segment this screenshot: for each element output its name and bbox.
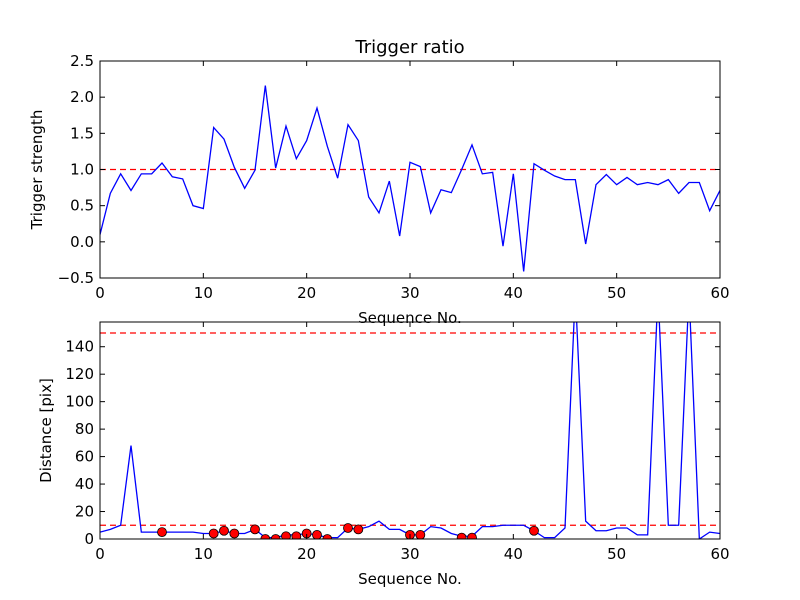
x-tick-label: 50	[607, 284, 626, 302]
y-tick-label: 2.0	[70, 88, 94, 106]
y-axis-label: Trigger strength	[28, 110, 46, 231]
axis-ticks: 0 10 20 30 40 50 60 0 20 40 60 80 100 120 140	[65, 322, 730, 563]
x-tick-label: 10	[194, 545, 213, 563]
data-point	[529, 525, 539, 536]
data-point	[270, 534, 281, 539]
data-point	[229, 528, 240, 539]
x-tick-label: 20	[297, 545, 316, 563]
data-point	[250, 524, 260, 535]
data-point	[219, 525, 229, 536]
y-tick-label: 1.5	[70, 124, 94, 142]
y-tick-label: 100	[65, 393, 94, 411]
x-axis-label: Sequence No.	[358, 570, 462, 588]
data-point	[291, 531, 302, 539]
y-tick-label: 140	[65, 338, 94, 356]
x-tick-label: 60	[710, 545, 729, 563]
x-tick-label: 30	[400, 545, 419, 563]
series-line	[100, 85, 720, 272]
x-tick-label: 10	[194, 284, 213, 302]
data-point	[281, 531, 291, 539]
data-point	[467, 532, 477, 539]
y-tick-label: 0.0	[70, 233, 94, 251]
x-tick-label: 50	[607, 545, 626, 563]
data-point	[353, 524, 364, 535]
data-point	[343, 523, 353, 533]
reference-lines	[100, 332, 720, 526]
chart-trigger-ratio: Trigger ratio 0 10 20 30 40 50 60 −0.5 0.0 0.5 1.0…	[28, 37, 730, 327]
x-tick-label: 40	[504, 284, 523, 302]
data-point	[157, 527, 167, 538]
y-tick-label: 20	[75, 503, 94, 521]
x-tick-label: 0	[95, 284, 105, 302]
data-point	[260, 534, 271, 539]
data-point	[322, 534, 333, 539]
y-tick-label: −0.5	[58, 269, 94, 287]
x-tick-label: 20	[297, 284, 316, 302]
data-point	[456, 532, 467, 539]
y-tick-label: 60	[75, 448, 94, 466]
chart-title: Trigger ratio	[354, 37, 464, 58]
y-tick-label: 0	[84, 530, 94, 548]
y-tick-label: 120	[65, 365, 94, 383]
x-tick-label: 40	[504, 545, 523, 563]
data-point	[415, 529, 426, 539]
y-tick-label: 2.5	[70, 52, 94, 70]
x-tick-label: 30	[400, 284, 419, 302]
y-tick-label: 1.0	[70, 161, 94, 179]
y-tick-label: 0.5	[70, 197, 94, 215]
plot-area	[100, 85, 720, 272]
axis-ticks: 0 10 20 30 40 50 60 −0.5 0.0 0.5 1.0 1.5 2.0 2.5	[58, 52, 730, 302]
y-tick-label: 80	[75, 420, 94, 438]
x-tick-label: 0	[95, 545, 105, 563]
x-tick-label: 60	[710, 284, 729, 302]
y-tick-label: 40	[75, 475, 94, 493]
data-point	[208, 528, 219, 539]
y-axis-label: Distance [pix]	[37, 378, 55, 483]
chart-distance: 0 10 20 30 40 50 60 0 20 40 60 80 100 120 140 Sequence…	[37, 321, 730, 588]
data-point	[312, 529, 322, 539]
